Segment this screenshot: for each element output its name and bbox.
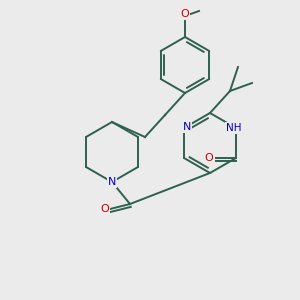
Text: NH: NH [226,123,242,133]
Text: O: O [181,9,189,19]
Text: N: N [108,177,116,187]
Text: O: O [205,153,213,163]
Text: N: N [183,122,191,132]
Text: O: O [100,204,109,214]
